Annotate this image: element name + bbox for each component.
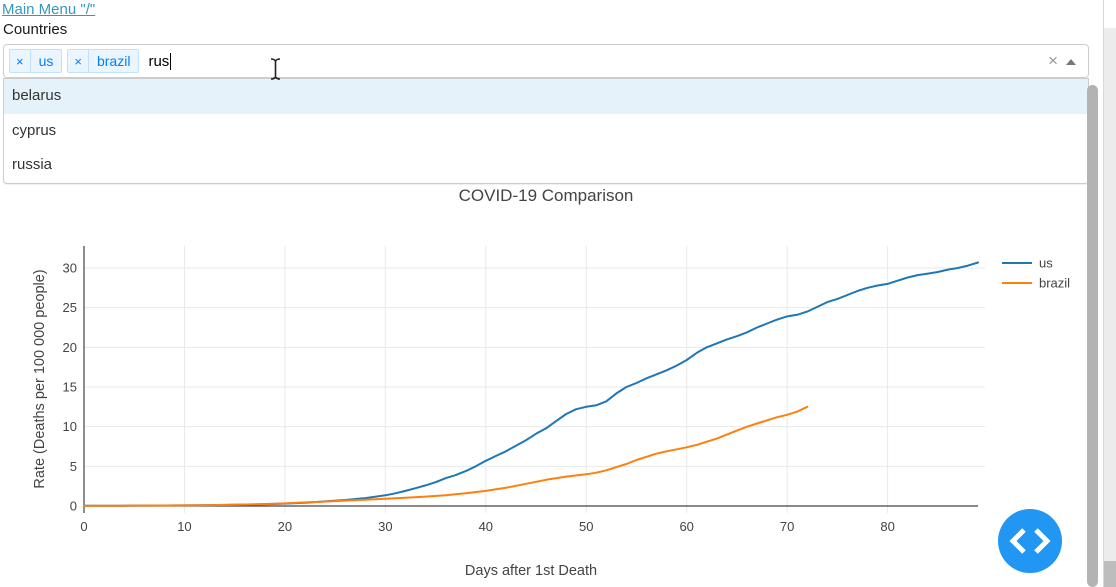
- x-axis-title: Days after 1st Death: [465, 563, 597, 579]
- legend-label: brazil: [1039, 276, 1070, 291]
- search-input[interactable]: rus: [148, 52, 172, 70]
- x-tick-label: 10: [177, 519, 191, 534]
- text-caret: [170, 52, 172, 70]
- countries-dropdown-menu: belarus cyprus russia: [3, 78, 1089, 184]
- selected-tag-label: brazil: [96, 53, 131, 69]
- remove-tag-icon[interactable]: ×: [68, 50, 89, 72]
- page-scrollbar-thumb[interactable]: [1087, 85, 1098, 587]
- countries-multiselect[interactable]: × us × brazil rus ×: [3, 44, 1089, 78]
- y-tick-label: 25: [63, 300, 77, 315]
- x-tick-label: 50: [579, 519, 593, 534]
- chart-title: COVID-19 Comparison: [459, 186, 634, 205]
- series-line-us: [83, 261, 979, 507]
- dropdown-option-belarus[interactable]: belarus: [4, 79, 1088, 114]
- clear-all-icon[interactable]: ×: [1048, 51, 1058, 70]
- selected-tag-us: × us: [9, 49, 63, 73]
- y-tick-label: 5: [70, 459, 77, 474]
- x-tick-label: 70: [780, 519, 794, 534]
- dropdown-option-cyprus[interactable]: cyprus: [12, 121, 57, 139]
- y-tick-label: 10: [63, 419, 77, 434]
- code-chevrons-icon: [1009, 528, 1051, 554]
- legend-label: us: [1039, 256, 1053, 271]
- x-tick-label: 20: [278, 519, 292, 534]
- y-tick-label: 15: [63, 380, 77, 395]
- scrollbar-track-gap: [1104, 0, 1116, 28]
- x-tick-label: 0: [80, 519, 87, 534]
- legend-item-us[interactable]: us: [1002, 256, 1053, 271]
- x-tick-label: 60: [679, 519, 693, 534]
- x-tick-label: 80: [880, 519, 894, 534]
- main-menu-link[interactable]: Main Menu "/": [2, 1, 96, 18]
- dropdown-option-russia[interactable]: russia: [12, 156, 53, 174]
- x-tick-label: 30: [378, 519, 392, 534]
- y-tick-label: 20: [63, 340, 77, 355]
- dash-debug-menu-button[interactable]: [998, 509, 1062, 573]
- covid-comparison-chart[interactable]: 0 10 20 30 40 50 60 70 80 0 5 10 15 20 25 30 COVID-19 C…: [0, 182, 1116, 587]
- x-tick-label: 40: [479, 519, 493, 534]
- window-scrollbar-track: [1103, 0, 1116, 587]
- window-scrollbar-thumb[interactable]: [1104, 561, 1116, 587]
- selected-tag-label: us: [38, 53, 54, 69]
- remove-tag-icon[interactable]: ×: [10, 50, 31, 72]
- y-axis-title: Rate (Deaths per 100 000 people): [32, 269, 48, 488]
- y-tick-label: 30: [63, 261, 77, 276]
- y-tick-label: 0: [70, 499, 77, 514]
- selected-tag-brazil: × brazil: [67, 49, 140, 73]
- countries-label: Countries: [3, 21, 68, 38]
- series-line-brazil: [83, 405, 809, 507]
- dropdown-collapse-arrow-icon[interactable]: [1066, 59, 1076, 65]
- legend-item-brazil[interactable]: brazil: [1002, 276, 1070, 291]
